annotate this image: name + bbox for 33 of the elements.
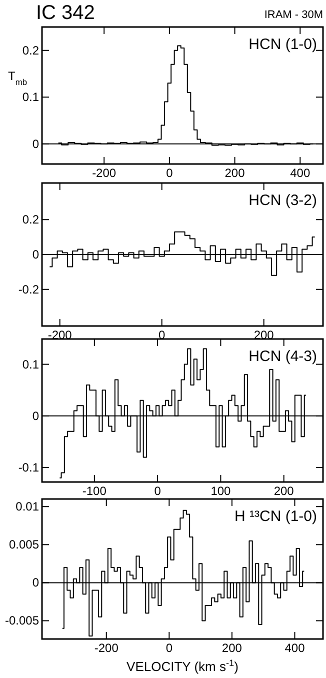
x-tick-label: 200 [224, 166, 246, 180]
y-tick-label: -0.1 [18, 460, 40, 475]
x-tick-label: 200 [222, 641, 242, 655]
y-tick-label: 0.2 [22, 212, 40, 227]
x-tick-label: -100 [82, 484, 107, 498]
y-tick-label: -0.005 [4, 614, 40, 628]
y-tick-label: -0.2 [18, 282, 40, 296]
legend-label: HCN (3-2) [248, 192, 317, 209]
x-axis-title: VELOCITY (km s$^{-1}$) [126, 658, 238, 674]
legend-label: HCN (1-0) [248, 36, 317, 53]
x-tick-label: 100 [210, 484, 232, 498]
y-tick-label: 0 [32, 408, 40, 423]
y-tick-label: 0 [32, 576, 40, 590]
legend-label: HCN (4-3) [248, 348, 317, 365]
x-tick-label: 200 [274, 484, 294, 498]
x-tick-label: 400 [284, 641, 306, 655]
legend-label: H ¹³CN (1-0) [234, 508, 317, 525]
y-axis-title: T$_{mb}$ [8, 69, 28, 87]
text: IRAM - 30M [264, 9, 323, 21]
x-tick-label: 400 [290, 166, 310, 180]
y-tick-label: 0.01 [16, 500, 40, 514]
x-tick-label: -200 [92, 166, 116, 180]
y-tick-label: 0.1 [22, 357, 40, 372]
y-tick-label: 0.1 [22, 90, 40, 104]
y-tick-label: 0 [32, 248, 40, 262]
x-tick-label: 0 [154, 484, 162, 498]
y-tick-label: 0.2 [22, 43, 40, 58]
chart-title: IC 342 [36, 2, 95, 24]
y-tick-label: 0 [32, 136, 40, 151]
x-tick-label: -200 [94, 641, 119, 655]
x-tick-label: 0 [166, 641, 173, 655]
x-tick-label: 0 [166, 166, 174, 180]
y-tick-label: 0.005 [8, 538, 40, 552]
